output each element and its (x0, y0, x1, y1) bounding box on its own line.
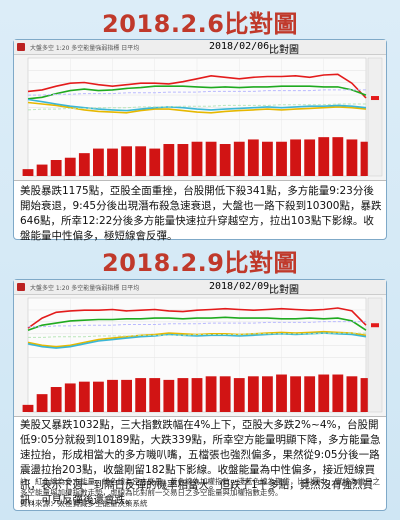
energy-bar (163, 379, 175, 412)
energy-bar (107, 148, 118, 176)
energy-bar (332, 374, 344, 412)
energy-bar (346, 376, 358, 412)
notes: 註：紅色線為多方能量，綠色線為空方能量，黃色線為加權指數，淺藍色線為期貨，比對圖… (20, 476, 380, 509)
energy-bar (191, 378, 203, 412)
energy-bar (290, 139, 301, 176)
chart-panel-1: 大盤多空 1:20 多空能量強弱指標 日平均 2018/02/06 比對圖 美股… (13, 39, 387, 242)
energy-bar (36, 164, 48, 176)
series-line-1 (27, 316, 367, 331)
energy-bar (78, 381, 90, 412)
chart-header-name: 比對圖 (269, 45, 299, 56)
chart-header-date: 2018/02/06 (209, 41, 270, 52)
series-line-2 (27, 330, 367, 348)
app-icon (17, 283, 25, 291)
section-title-1: 2018.2.6比對圖 (102, 10, 298, 38)
chart-header-1: 大盤多空 1:20 多空能量強弱指標 日平均 2018/02/06 比對圖 (14, 40, 386, 56)
chart-header-2: 大盤多空 1:20 多空能量強弱指標 日平均 2018/02/09 比對圖 (14, 280, 386, 296)
last-value-marker (371, 96, 379, 101)
energy-bar (205, 376, 217, 412)
energy-bar (276, 374, 287, 412)
energy-bar (346, 139, 358, 176)
energy-bar (304, 376, 316, 412)
series-line-4 (28, 89, 366, 96)
energy-bar (205, 141, 217, 176)
chart-frame-1: 大盤多空 1:20 多空能量強弱指標 日平均 2018/02/06 比對圖 (14, 40, 386, 181)
energy-bar (64, 157, 76, 176)
energy-bar (93, 381, 104, 412)
chart-panel-2: 大盤多空 1:20 多空能量強弱指標 日平均 2018/02/09 比對圖 美股… (13, 279, 387, 511)
legend-note: 註：紅色線為多方能量，綠色線為空方能量，黃色線為加權指數，淺藍色線為期貨，比對圖… (20, 477, 380, 497)
energy-bar (191, 141, 203, 176)
energy-bar (163, 144, 175, 176)
intraday-chart-1 (22, 57, 383, 177)
energy-bar (135, 378, 147, 412)
series-line-4 (28, 321, 366, 328)
energy-bar (233, 378, 245, 412)
series-line-2 (27, 101, 367, 114)
energy-bar (247, 139, 259, 176)
energy-bar (36, 394, 48, 412)
energy-bar (262, 141, 273, 176)
energy-bar (318, 374, 330, 412)
energy-bar (93, 148, 104, 176)
energy-bar (247, 376, 259, 412)
series-line-0 (27, 73, 367, 99)
energy-bar (332, 137, 344, 176)
energy-bar (360, 378, 372, 412)
energy-bar (304, 139, 316, 176)
energy-bar (177, 144, 189, 176)
energy-bar (78, 153, 90, 176)
energy-bar (149, 378, 161, 412)
side-scale (367, 57, 383, 177)
side-scale (367, 297, 383, 413)
energy-bar (22, 404, 34, 412)
energy-bar (233, 141, 245, 176)
source-note: 資料來源：太極寶藏多空能量決策系統 (20, 499, 148, 508)
energy-bar (107, 379, 118, 412)
energy-bar (177, 378, 189, 412)
energy-bar (360, 141, 372, 176)
energy-bar (219, 376, 231, 412)
series-line-1 (27, 85, 367, 100)
intraday-chart-2 (22, 297, 383, 413)
energy-bar (121, 379, 132, 412)
chart-header-name: 比對圖 (269, 285, 299, 296)
energy-bar (219, 144, 231, 176)
energy-bar (22, 169, 34, 176)
energy-bar (290, 376, 301, 412)
energy-bar (135, 146, 147, 176)
energy-bar (50, 160, 62, 176)
series-line-0 (27, 307, 367, 329)
chart-frame-2: 大盤多空 1:20 多空能量強弱指標 日平均 2018/02/09 比對圖 (14, 280, 386, 417)
last-value-marker (371, 323, 379, 328)
section-title-2: 2018.2.9比對圖 (102, 249, 298, 277)
energy-bar (121, 146, 132, 176)
series-line-3 (27, 98, 367, 112)
energy-bar (149, 148, 161, 176)
chart-header-label: 大盤多空 1:20 多空能量強弱指標 日平均 (30, 45, 140, 52)
series-line-5 (27, 103, 366, 111)
energy-bar (262, 376, 273, 412)
app-icon (17, 43, 25, 51)
chart-header-label: 大盤多空 1:20 多空能量強弱指標 日平均 (30, 285, 140, 292)
energy-bar (276, 141, 287, 176)
energy-bar (318, 137, 330, 176)
energy-bar (50, 387, 62, 412)
caption-1: 美股暴跌1175點，亞股全面重挫，台股開低下殺341點，多方能量9:23分後開始… (20, 185, 382, 242)
caption-2: 美股又暴跌1032點，三大指數跌幅在4%上下，亞股大多跌2%~4%，台股開低9:… (20, 419, 381, 506)
energy-bar (64, 383, 76, 412)
series-line-5 (28, 332, 366, 338)
chart-header-date: 2018/02/09 (209, 281, 270, 292)
